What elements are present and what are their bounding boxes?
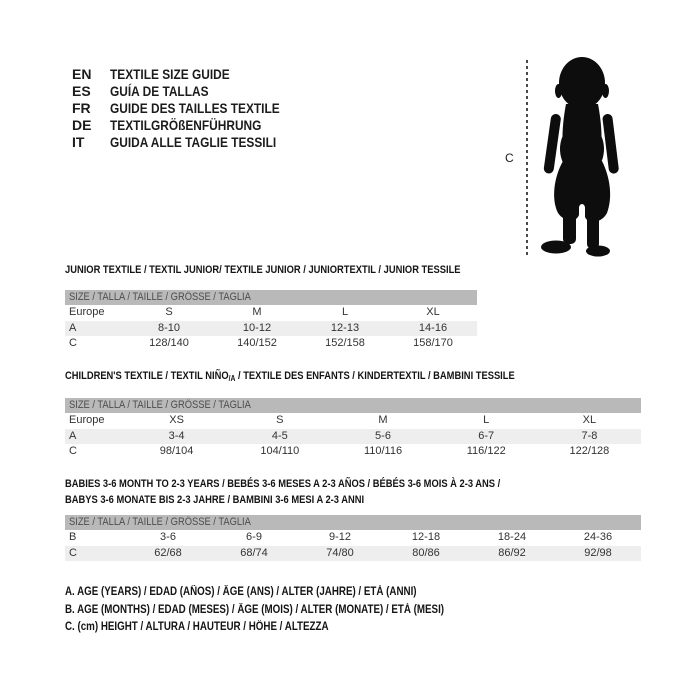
table-row: C 98/104 104/110 110/116 116/122 122/128 [65, 444, 641, 460]
size-cell: M [378, 414, 388, 426]
size-cell: S [276, 414, 284, 426]
row-label: A [69, 321, 77, 334]
language-label: GUÍA DE TALLAS [110, 83, 209, 99]
note-line: A. AGE (YEARS) / EDAD (AÑOS) / ÂGE (ANS)… [65, 586, 417, 598]
language-row: FR GUIDE DES TAILLES TEXTILE [72, 100, 310, 117]
size-cell: 86/92 [498, 546, 526, 559]
size-header-bar: SIZE / TALLA / TAILLE / GRÖSSE / TAGLIA [65, 398, 641, 413]
table-row: Europe XS S M L XL [65, 413, 641, 429]
row-label: B [69, 531, 77, 543]
size-header-bar: SIZE / TALLA / TAILLE / GRÖSSE / TAGLIA [65, 515, 641, 530]
size-cell: L [341, 306, 349, 318]
size-cell: 18-24 [497, 531, 527, 543]
size-header-label: SIZE / TALLA / TAILLE / GRÖSSE / TAGLIA [69, 291, 251, 303]
row-label: A [69, 429, 77, 442]
size-cell: 12-18 [411, 531, 441, 543]
size-cell: 8-10 [157, 321, 181, 334]
height-measure-line [526, 60, 528, 258]
size-cell: XL [582, 414, 597, 426]
size-cell: XS [169, 414, 184, 426]
note-line: B. AGE (MONTHS) / EDAD (MESES) / ÂGE (MO… [65, 603, 445, 616]
table-title: CHILDREN'S TEXTILE / TEXTIL NIÑO/A / TEX… [65, 370, 515, 383]
language-row: DE TEXTILGRÖßENFÜHRUNG [72, 117, 310, 134]
junior-textile-table: JUNIOR TEXTILE / TEXTIL JUNIOR/ TEXTILE … [65, 264, 477, 352]
height-label: C [505, 151, 514, 165]
size-cell: 116/122 [466, 445, 506, 457]
size-cell: 12-13 [330, 321, 360, 334]
legend-notes: A. AGE (YEARS) / EDAD (AÑOS) / ÂGE (ANS)… [65, 584, 511, 637]
size-header-label: SIZE / TALLA / TAILLE / GRÖSSE / TAGLIA [69, 399, 251, 411]
size-cell: 4-5 [271, 429, 288, 442]
table-title: BABIES 3-6 MONTH TO 2-3 YEARS / BEBÉS 3-… [65, 478, 501, 506]
language-code: IT [72, 134, 85, 150]
size-cell: 128/140 [149, 337, 189, 349]
table-row: B 3-6 6-9 9-12 12-18 18-24 24-36 [65, 530, 641, 546]
language-row: IT GUIDA ALLE TAGLIE TESSILI [72, 134, 310, 151]
size-cell: 6-7 [478, 429, 495, 442]
note-line: C. (cm) HEIGHT / ALTURA / HAUTEUR / HÖHE… [65, 621, 329, 633]
row-label: Europe [69, 306, 105, 318]
language-code: ES [72, 83, 91, 99]
size-cell: 158/170 [413, 337, 453, 349]
size-cell: 9-12 [328, 531, 352, 543]
size-cell: 14-16 [418, 321, 448, 334]
language-label: TEXTILGRÖßENFÜHRUNG [110, 117, 262, 133]
size-cell: 122/128 [569, 445, 610, 457]
size-cell: 7-8 [581, 429, 598, 442]
language-label: GUIDA ALLE TAGLIE TESSILI [110, 134, 277, 150]
table-row: Europe S M L XL [65, 305, 477, 321]
size-cell: S [165, 306, 173, 318]
language-row: EN TEXTILE SIZE GUIDE [72, 66, 310, 83]
size-cell: 80/86 [412, 546, 440, 559]
language-label: GUIDE DES TAILLES TEXTILE [110, 100, 280, 116]
size-cell: 110/116 [363, 445, 403, 457]
size-cell: 74/80 [326, 546, 354, 559]
language-label: TEXTILE SIZE GUIDE [110, 66, 230, 82]
childrens-textile-table: CHILDREN'S TEXTILE / TEXTIL NIÑO/A / TEX… [65, 370, 641, 460]
baby-silhouette-icon [541, 57, 619, 257]
language-code: DE [72, 117, 92, 133]
size-cell: 6-9 [246, 531, 262, 543]
size-cell: 62/68 [154, 546, 182, 559]
row-label: C [69, 546, 77, 559]
table-title: JUNIOR TEXTILE / TEXTIL JUNIOR/ TEXTILE … [65, 264, 461, 276]
size-cell: 5-6 [375, 429, 391, 442]
babies-textile-table: BABIES 3-6 MONTH TO 2-3 YEARS / BEBÉS 3-… [65, 476, 641, 561]
language-code: EN [72, 66, 92, 82]
language-row: ES GUÍA DE TALLAS [72, 83, 310, 100]
table-row: C 62/68 68/74 74/80 80/86 86/92 92/98 [65, 545, 641, 561]
size-cell: 68/74 [240, 546, 268, 559]
size-cell: 10-12 [242, 321, 272, 334]
size-cell: XL [426, 306, 440, 318]
size-cell: 3-6 [160, 531, 176, 543]
table-row: C 128/140 140/152 152/158 158/170 [65, 336, 477, 352]
size-cell: 98/104 [159, 445, 194, 457]
language-list: EN TEXTILE SIZE GUIDE ES GUÍA DE TALLAS … [72, 66, 310, 151]
language-code: FR [72, 100, 91, 116]
size-cell: 104/110 [260, 445, 300, 457]
row-label: C [69, 445, 77, 457]
size-cell: 24-36 [583, 531, 613, 543]
size-header-bar: SIZE / TALLA / TAILLE / GRÖSSE / TAGLIA [65, 290, 477, 305]
size-cell: 92/98 [584, 546, 612, 559]
size-cell: 152/158 [325, 337, 365, 349]
size-cell: M [252, 306, 262, 318]
row-label: Europe [69, 414, 105, 426]
size-header-label: SIZE / TALLA / TAILLE / GRÖSSE / TAGLIA [69, 516, 251, 528]
size-cell: L [483, 414, 490, 426]
size-cell: 140/152 [237, 337, 277, 349]
table-row: A 3-4 4-5 5-6 6-7 7-8 [65, 428, 641, 444]
size-cell: 3-4 [168, 429, 185, 442]
row-label: C [69, 337, 77, 349]
table-row: A 8-10 10-12 12-13 14-16 [65, 320, 477, 336]
